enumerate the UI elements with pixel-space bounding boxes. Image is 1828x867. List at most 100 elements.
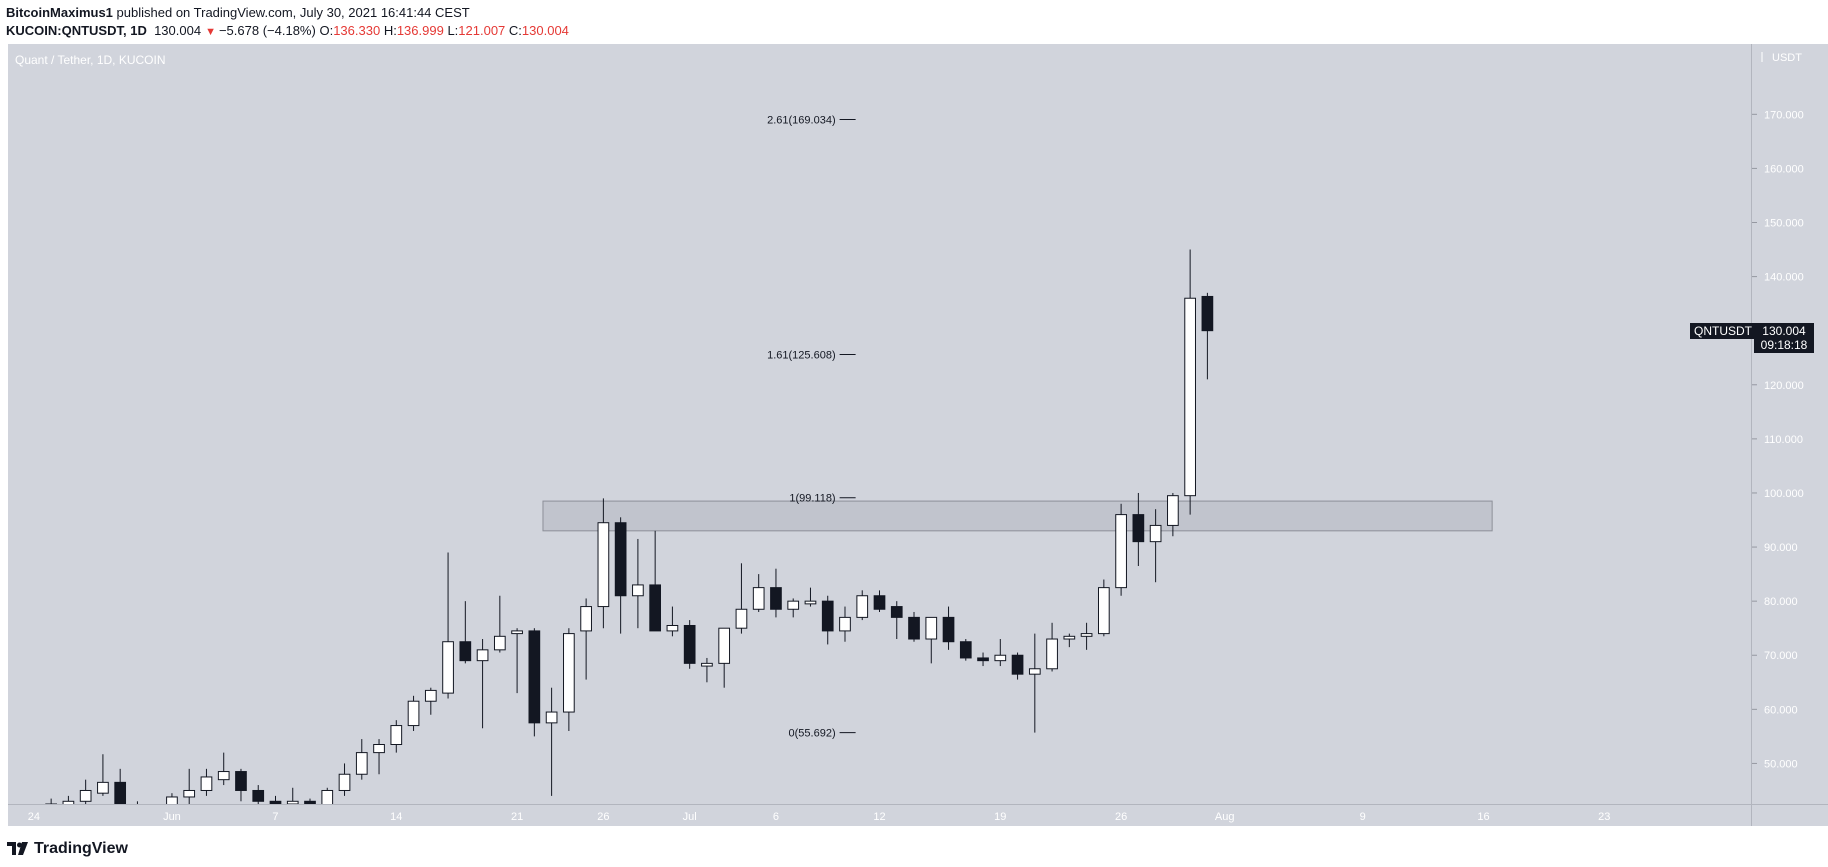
candle-up [735,608,748,629]
candle-up [200,776,213,791]
price-tick-label: 170.000 [1764,109,1804,121]
candle-up [79,789,92,802]
candle-up [1184,297,1196,497]
time-tick-label: 23 [1598,811,1610,823]
candle-up [407,700,420,727]
candle-down [977,657,989,662]
candle-down [649,584,662,632]
price-tick-label: 140.000 [1764,272,1804,284]
price-tick-label: 160.000 [1764,163,1804,175]
price-tick-label: 50.000 [1764,758,1798,770]
candlestick-plot: 2.61(169.034) 1.61(125.608) 1(99.118) 0(55.… [45,115,1493,804]
close-label: C: [508,23,522,38]
published-text: published on TradingView.com, July 30, 2… [116,5,470,20]
chart-pane[interactable]: 2.61(169.034) 1.61(125.608) 1(99.118) 0(55.… [8,44,1751,804]
open-value: 136.330 [333,23,381,38]
candle-up [925,616,938,640]
candle-up [1063,635,1076,640]
time-axis-ticks: 24 Jun 7 14 21 26 Jul 6 12 19 26 Aug 9 16 23 [28,811,1611,823]
change-value: −5.678 (−4.18%) [218,23,316,38]
candle-up [545,711,558,724]
currency-label: USDT [1772,52,1802,64]
brand-name: TradingView [34,840,128,857]
fib-level-label: 1.61(125.608) [767,349,836,361]
candle-up [839,616,851,632]
tradingview-logo-icon [7,842,28,855]
candle-down [114,781,127,804]
candle-up [1149,524,1162,543]
candle-up [752,587,765,610]
author-name[interactable]: BitcoinMaximus1 [6,5,113,20]
fib-level-label: 1(99.118) [789,493,835,505]
candle-up [580,606,592,632]
candle-up [1080,633,1093,637]
time-tick-label: 7 [272,811,278,823]
candle-down [942,616,955,643]
high-value: 136.999 [396,23,444,38]
candle-up [424,689,437,702]
time-tick-label: 14 [390,811,402,823]
time-tick-label: 26 [597,811,609,823]
price-tick-label: 120.000 [1764,380,1804,392]
candle-up [804,600,817,605]
candle-down [459,641,472,662]
candle-up [390,725,403,745]
close-value: 130.004 [521,23,569,38]
candle-down [1132,514,1145,543]
down-arrow-icon: ▼ [205,26,216,38]
candle-up [563,633,575,713]
last-value: 130.004 [154,23,202,38]
time-tick-label: 24 [28,811,40,823]
candle-up [321,789,334,804]
low-label: L: [447,23,459,38]
time-tick-label: 9 [1360,811,1366,823]
time-axis[interactable]: 24 Jun 7 14 21 26 Jul 6 12 19 26 Aug 9 16 23 [8,804,1751,826]
time-tick-label: 16 [1477,811,1489,823]
candle-up [97,781,109,794]
candle-down [252,789,265,802]
time-tick-label: 26 [1115,811,1127,823]
candle-up [442,641,454,694]
candle-up [476,649,489,662]
candle-up [166,796,178,804]
candle-down [873,595,886,610]
price-tick-label: 150.000 [1764,218,1804,230]
candle-up [597,522,610,608]
candle-up [511,630,523,635]
bar-countdown: 09:18:18 [1760,337,1808,352]
tradingview-brand[interactable]: TradingView [7,838,128,860]
candle-down [821,600,834,632]
high-label: H: [383,23,397,38]
candle-down [683,624,696,664]
candle-up [994,654,1007,662]
candle-up [1115,514,1127,589]
time-tick-label: Aug [1215,811,1235,823]
price-tick-label: 80.000 [1764,596,1798,608]
time-tick-label: 19 [994,811,1006,823]
last-price-tag: 130.004 09:18:18 [1754,322,1814,353]
fib-level-label: 2.61(169.034) [767,115,836,127]
candle-down [908,616,920,640]
axis-corner [1751,804,1828,826]
symbol-label: KUCOIN:QNTUSDT, 1D [6,23,147,38]
price-tick-label: 110.000 [1764,434,1803,446]
last-price-value: 130.004 [1762,323,1806,338]
candle-up [493,635,506,651]
candle-up [1028,668,1041,675]
candle-up [632,584,644,597]
price-tick-label: 90.000 [1764,542,1798,554]
candle-up [183,789,196,798]
open-label: O: [319,23,334,38]
publish-info: BitcoinMaximus1 published on TradingView… [6,5,470,20]
candle-up [1097,587,1110,635]
time-tick-label: 6 [773,811,779,823]
fib-level-label: 0(55.692) [789,728,836,740]
candle-up [217,771,230,781]
price-axis[interactable]: 50.000 60.000 70.000 80.000 90.000 100.000 110… [1751,44,1828,804]
price-tick-label: 70.000 [1764,650,1798,662]
time-tick-label: Jul [683,811,697,823]
resistance-zone [542,500,1493,532]
candle-down [890,606,903,618]
time-tick-label: 12 [873,811,885,823]
candle-down [770,587,782,610]
